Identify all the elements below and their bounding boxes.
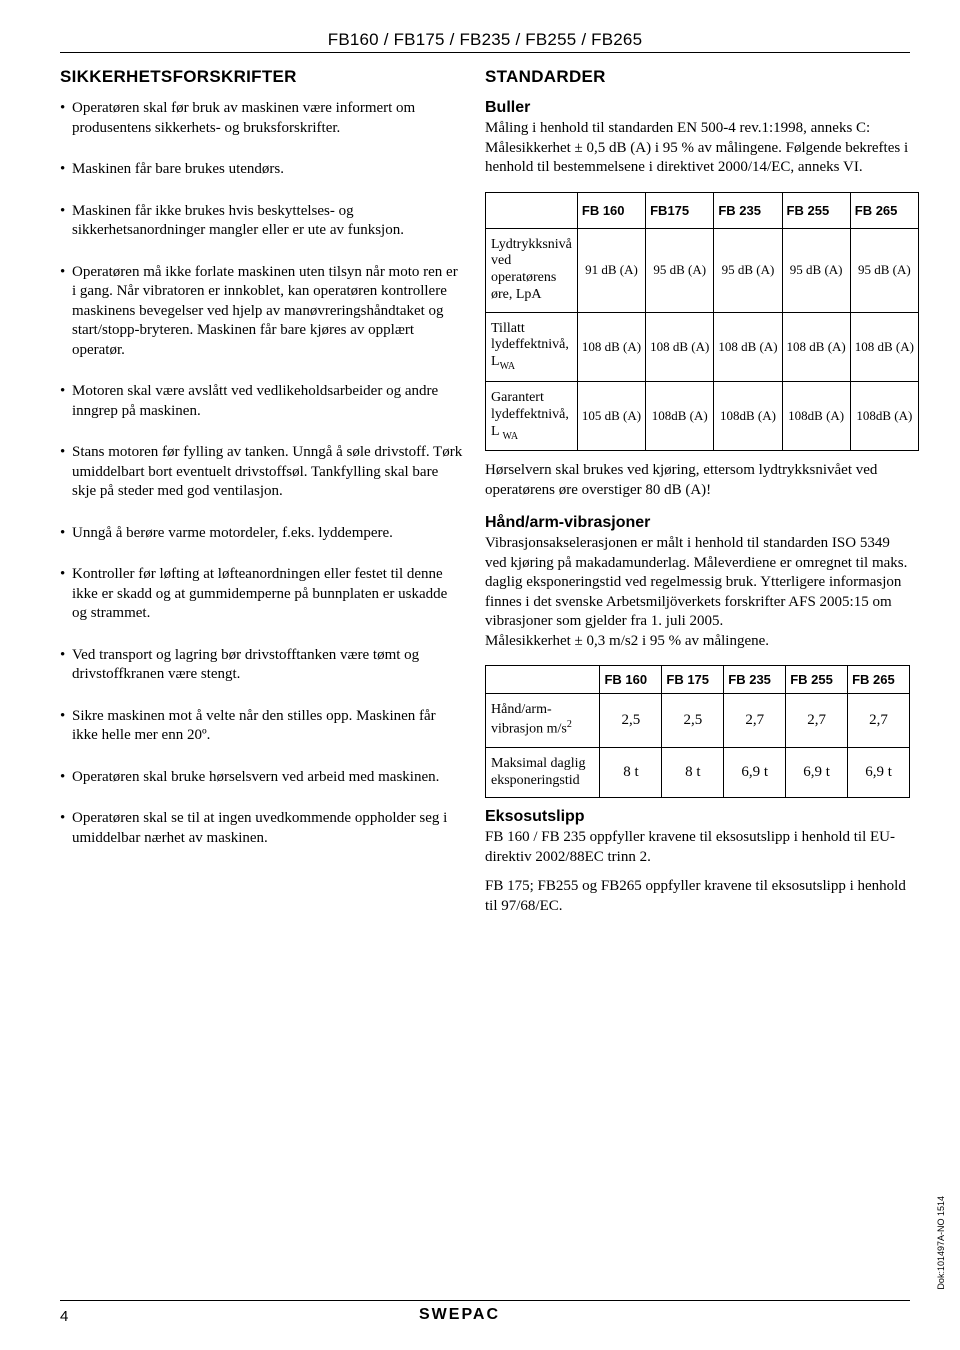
eksos-p1: FB 160 / FB 235 oppfyller kravene til ek… — [485, 828, 910, 867]
col-head: FB 160 — [577, 192, 645, 228]
cell: 2,5 — [662, 694, 724, 747]
cell: 108 dB (A) — [850, 312, 918, 381]
bullet: Operatøren skal bruke hørselsvern ved ar… — [60, 768, 465, 788]
right-column: STANDARDER Buller Måling i henhold til s… — [485, 65, 910, 930]
cell: 108dB (A) — [646, 382, 714, 451]
cell: 108 dB (A) — [646, 312, 714, 381]
bullet: Ved transport og lagring bør drivstoffta… — [60, 646, 465, 685]
eksos-p2: FB 175; FB255 og FB265 oppfyller kravene… — [485, 877, 910, 916]
left-column: SIKKERHETSFORSKRIFTER Operatøren skal fø… — [60, 65, 465, 930]
cell: 108 dB (A) — [782, 312, 850, 381]
col-head: FB 265 — [850, 192, 918, 228]
cell: 8 t — [662, 747, 724, 798]
cell: 6,9 t — [786, 747, 848, 798]
table-row: Hånd/arm-vibrasjon m/s2 2,5 2,5 2,7 2,7 … — [486, 694, 910, 747]
svg-text:SWEPAC: SWEPAC — [419, 1306, 500, 1323]
buller-body: Måling i henhold til standarden EN 500-4… — [485, 119, 910, 178]
footer-rule — [60, 1300, 910, 1301]
cell: 108 dB (A) — [714, 312, 782, 381]
col-head: FB 255 — [782, 192, 850, 228]
col-head: FB 175 — [662, 666, 724, 694]
header-title: FB160 / FB175 / FB235 / FB255 / FB265 — [60, 30, 910, 50]
safety-bullets: Operatøren skal før bruk av maskinen vær… — [60, 99, 465, 848]
bullet: Motoren skal være avslått ved vedlikehol… — [60, 382, 465, 421]
row-label: Garantertlydeffektnivå,L WA — [486, 382, 578, 451]
doc-ref: Dok:101497A-NO 1514 — [936, 1196, 946, 1290]
bullet: Operatøren skal før bruk av maskinen vær… — [60, 99, 465, 138]
swepac-logo-icon: SWEPAC — [419, 1305, 539, 1323]
standards-heading: STANDARDER — [485, 67, 910, 87]
header-rule — [60, 52, 910, 53]
bullet: Maskinen får bare brukes utendørs. — [60, 160, 465, 180]
vib-body: Vibrasjonsakselerasjonen er målt i henho… — [485, 534, 910, 651]
bullet: Stans motoren før fylling av tanken. Unn… — [60, 443, 465, 502]
cell: 95 dB (A) — [646, 228, 714, 312]
row-label: Hånd/arm-vibrasjon m/s2 — [486, 694, 600, 747]
bullet: Maskinen får ikke brukes hvis beskyttels… — [60, 202, 465, 241]
col-head: FB 235 — [714, 192, 782, 228]
cell: 108dB (A) — [714, 382, 782, 451]
cell: 105 dB (A) — [577, 382, 645, 451]
noise-table: FB 160 FB175 FB 235 FB 255 FB 265 Lydtry… — [485, 192, 919, 452]
table-row: Maksimal daglig eksponeringstid 8 t 8 t … — [486, 747, 910, 798]
row-label: Tillattlydeffektnivå, LWA — [486, 312, 578, 381]
bullet: Operatøren skal se til at ingen uvedkomm… — [60, 809, 465, 848]
page-number: 4 — [60, 1308, 68, 1325]
table-header-row: FB 160 FB 175 FB 235 FB 255 FB 265 — [486, 666, 910, 694]
cell: 108 dB (A) — [577, 312, 645, 381]
cell: 8 t — [600, 747, 662, 798]
vib-heading: Hånd/arm-vibrasjoner — [485, 514, 910, 532]
cell: 95 dB (A) — [850, 228, 918, 312]
hearing-note: Hørselvern skal brukes ved kjøring, ette… — [485, 461, 910, 500]
table-row: Lydtrykksnivå ved operatørens øre, LpA 9… — [486, 228, 919, 312]
cell: 108dB (A) — [782, 382, 850, 451]
cell: 6,9 t — [848, 747, 910, 798]
col-head: FB 235 — [724, 666, 786, 694]
cell: 95 dB (A) — [782, 228, 850, 312]
row-label: Maksimal daglig eksponeringstid — [486, 747, 600, 798]
bullet: Operatøren må ikke forlate maskinen uten… — [60, 263, 465, 361]
cell: 91 dB (A) — [577, 228, 645, 312]
vibration-table: FB 160 FB 175 FB 235 FB 255 FB 265 Hånd/… — [485, 665, 910, 798]
col-head: FB 255 — [786, 666, 848, 694]
table-header-row: FB 160 FB175 FB 235 FB 255 FB 265 — [486, 192, 919, 228]
cell: 108dB (A) — [850, 382, 918, 451]
safety-heading: SIKKERHETSFORSKRIFTER — [60, 67, 465, 87]
bullet: Sikre maskinen mot å velte når den still… — [60, 707, 465, 746]
col-head: FB 265 — [848, 666, 910, 694]
row-label: Lydtrykksnivå ved operatørens øre, LpA — [486, 228, 578, 312]
buller-heading: Buller — [485, 99, 910, 117]
col-head: FB 160 — [600, 666, 662, 694]
footer: 4 SWEPAC — [0, 1300, 960, 1330]
table-row: Garantertlydeffektnivå,L WA 105 dB (A) 1… — [486, 382, 919, 451]
bullet: Unngå å berøre varme motordeler, f.eks. … — [60, 524, 465, 544]
col-head: FB175 — [646, 192, 714, 228]
table-row: Tillattlydeffektnivå, LWA 108 dB (A) 108… — [486, 312, 919, 381]
cell: 2,7 — [786, 694, 848, 747]
cell: 2,7 — [724, 694, 786, 747]
eksos-heading: Eksosutslipp — [485, 808, 910, 826]
logo: SWEPAC — [419, 1305, 539, 1328]
cell: 2,5 — [600, 694, 662, 747]
cell: 6,9 t — [724, 747, 786, 798]
bullet: Kontroller før løfting at løfteanordning… — [60, 565, 465, 624]
cell: 95 dB (A) — [714, 228, 782, 312]
cell: 2,7 — [848, 694, 910, 747]
